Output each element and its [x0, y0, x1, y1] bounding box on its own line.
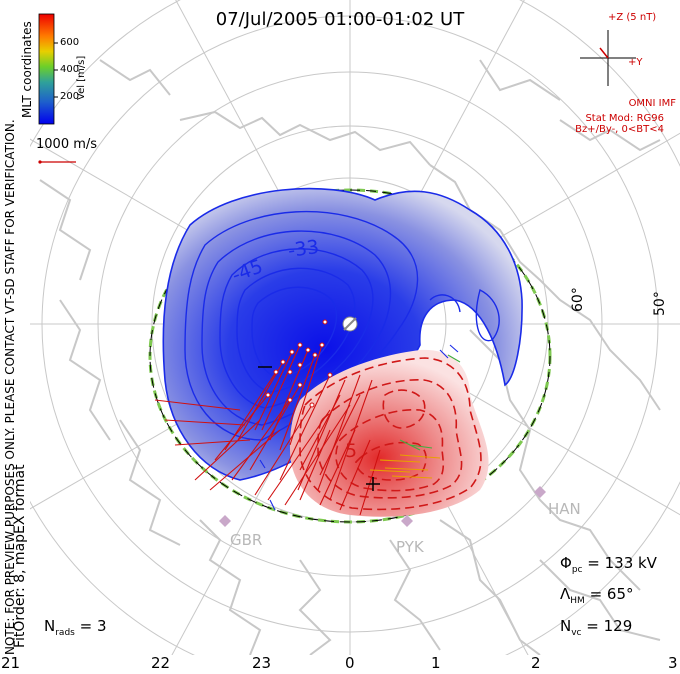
- imf-y-label: +Y: [628, 57, 643, 68]
- velocity-vectors-blue: [259, 344, 459, 511]
- map-title: 07/Jul/2005 01:00-01:02 UT: [215, 9, 465, 30]
- color-scale-tick-600: 600: [60, 37, 80, 48]
- potential-max-marker: [366, 477, 380, 491]
- fit-order: FitOrder: 8, mapEX format: [12, 464, 28, 648]
- n-rads-value: = 3: [79, 617, 107, 635]
- nvc-symbol: Nvc: [560, 617, 582, 638]
- mlt-label-3: 3: [668, 654, 678, 672]
- stat-n-rads: Nrads = 3: [44, 617, 107, 638]
- velocity-vectors-green: [399, 354, 461, 451]
- mlt-label-0: 0: [345, 654, 355, 672]
- reference-vector: [38, 160, 76, 164]
- station-label-gbr: GBR: [230, 531, 263, 549]
- stat-lambda-hm: ΛHM = 65°: [560, 585, 634, 606]
- color-scale-tick-400: 400: [60, 64, 80, 75]
- station-label-han: HAN: [548, 500, 581, 518]
- mlt-label-21: 21: [1, 654, 21, 672]
- sun-direction-icon: [342, 316, 358, 332]
- mlt-label-1: 1: [431, 654, 441, 672]
- color-scale: [38, 13, 58, 125]
- phi-symbol: Φpc: [560, 554, 583, 575]
- color-scale-bar: [38, 13, 55, 125]
- vector-origins: [265, 319, 333, 408]
- nrads-symbol: Nrads: [44, 617, 75, 638]
- color-scale-tick-200: 200: [60, 91, 80, 102]
- stat-n-vc: Nvc = 129: [560, 617, 632, 638]
- contour-label-5: 5: [345, 440, 358, 462]
- positive-contours: [299, 357, 482, 511]
- mlt-label-22: 22: [151, 654, 171, 672]
- n-vc-value: = 129: [586, 617, 633, 635]
- latitude-label-50: 50°: [652, 291, 668, 316]
- latitude-label-60: 60°: [570, 287, 586, 312]
- phi-pc-value: = 133 kV: [587, 554, 657, 572]
- imf-source: OMNI IMF: [628, 98, 676, 109]
- imf-dial: [580, 30, 636, 86]
- stat-phi-pc: Φpc = 133 kV: [560, 554, 657, 575]
- station-markers: [219, 486, 546, 527]
- boundary-dashed: [149, 189, 551, 523]
- imf-stat-model: Stat Mod: RG96: [585, 113, 664, 124]
- contour-label-neg33: -33: [286, 235, 321, 263]
- station-label-pyk: PYK: [396, 538, 424, 556]
- reference-vector-label: 1000 m/s: [36, 137, 98, 152]
- lambda-symbol: ΛHM: [560, 585, 585, 606]
- mlt-label-2: 2: [531, 654, 541, 672]
- lambda-hm-value: = 65°: [589, 585, 634, 603]
- imf-scale-label: +Z (5 nT): [608, 12, 657, 23]
- coastlines: [39, 59, 661, 655]
- mlt-label-23: 23: [252, 654, 272, 672]
- velocity-vectors-yellow: [369, 454, 441, 479]
- imf-condition: Bz+/By-, 0<BT<4: [575, 124, 664, 135]
